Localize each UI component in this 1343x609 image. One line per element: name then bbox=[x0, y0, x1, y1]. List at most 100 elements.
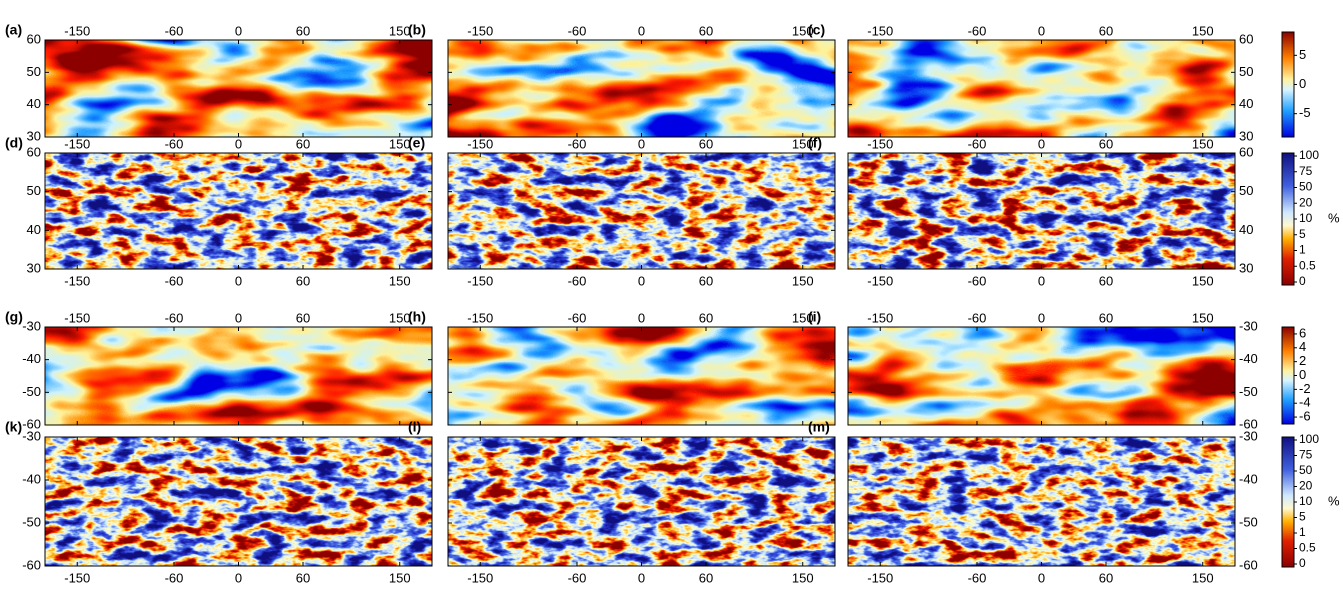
field bbox=[448, 437, 835, 566]
x-tick-label: 0 bbox=[638, 23, 645, 38]
y-tick-label: 30 bbox=[27, 260, 41, 275]
field bbox=[45, 153, 432, 269]
y-tick-label: 40 bbox=[1239, 96, 1253, 111]
colorbar-tick-label: 20 bbox=[1299, 479, 1313, 493]
x-tick-label: 0 bbox=[235, 136, 242, 151]
x-tick-label: -150 bbox=[64, 310, 90, 325]
x-tick-label: 60 bbox=[699, 310, 713, 325]
x-tick-label: 60 bbox=[1099, 23, 1113, 38]
colorbar-tick-label: 0 bbox=[1299, 556, 1306, 570]
x-tick-label: 150 bbox=[792, 273, 814, 288]
y-tick-label: -50 bbox=[1239, 514, 1258, 529]
y-tick-label: 50 bbox=[1239, 183, 1253, 198]
colorbar bbox=[1281, 436, 1295, 568]
x-tick-label: -60 bbox=[568, 310, 587, 325]
y-tick-label: 30 bbox=[1239, 128, 1253, 143]
y-tick-label: 30 bbox=[1239, 260, 1253, 275]
x-tick-label: -150 bbox=[467, 310, 493, 325]
x-tick-label: -150 bbox=[64, 273, 90, 288]
colorbar-tick-label: 0 bbox=[1299, 274, 1306, 288]
x-tick-label: 150 bbox=[792, 136, 814, 151]
field bbox=[848, 327, 1235, 425]
y-tick-label: -60 bbox=[1239, 416, 1258, 431]
y-tick-label: 50 bbox=[27, 64, 41, 79]
colorbar-tick-label: 4 bbox=[1299, 339, 1306, 354]
x-tick-label: 150 bbox=[389, 310, 411, 325]
x-tick-label: 0 bbox=[638, 273, 645, 288]
x-tick-label: 60 bbox=[699, 136, 713, 151]
colorbar-tick-label: 0 bbox=[1299, 367, 1306, 382]
colorbar-tick-label: 100 bbox=[1299, 148, 1319, 162]
x-tick-label: 0 bbox=[638, 136, 645, 151]
x-tick-label: -150 bbox=[867, 273, 893, 288]
x-tick-label: 0 bbox=[1038, 136, 1045, 151]
x-tick-label: -60 bbox=[968, 310, 987, 325]
colorbar-tick-label: 2 bbox=[1299, 353, 1306, 368]
colorbar-tick-label: -2 bbox=[1299, 381, 1311, 396]
colorbar-tick-label: 10 bbox=[1299, 494, 1313, 508]
x-tick-label: 0 bbox=[235, 23, 242, 38]
y-tick-label: 30 bbox=[27, 128, 41, 143]
x-tick-label: -60 bbox=[165, 310, 184, 325]
x-tick-label: 60 bbox=[296, 23, 310, 38]
field bbox=[848, 40, 1235, 137]
x-tick-label: -60 bbox=[165, 273, 184, 288]
x-tick-label: 150 bbox=[1192, 23, 1214, 38]
x-tick-label: 0 bbox=[638, 570, 645, 585]
y-tick-label: -50 bbox=[1239, 384, 1258, 399]
y-tick-label: -30 bbox=[1239, 428, 1258, 443]
y-tick-label: -40 bbox=[1239, 351, 1258, 366]
field bbox=[448, 153, 835, 269]
panel-label: (g) bbox=[5, 309, 23, 325]
y-tick-label: 60 bbox=[1239, 144, 1253, 159]
x-tick-label: 150 bbox=[792, 23, 814, 38]
y-tick-label: 40 bbox=[27, 96, 41, 111]
x-tick-label: -60 bbox=[568, 23, 587, 38]
x-tick-label: 60 bbox=[296, 136, 310, 151]
x-tick-label: 60 bbox=[296, 310, 310, 325]
x-tick-label: 60 bbox=[296, 273, 310, 288]
x-tick-label: 60 bbox=[1099, 570, 1113, 585]
x-tick-label: -150 bbox=[867, 136, 893, 151]
y-tick-label: 40 bbox=[1239, 222, 1253, 237]
panel-label: (i) bbox=[808, 309, 821, 325]
field bbox=[848, 437, 1235, 566]
x-tick-label: 150 bbox=[389, 136, 411, 151]
panel-label: (a) bbox=[5, 22, 22, 38]
x-tick-label: 150 bbox=[1192, 273, 1214, 288]
x-tick-label: -60 bbox=[968, 273, 987, 288]
colorbar-tick-label: 5 bbox=[1299, 510, 1306, 524]
panel-label: (e) bbox=[408, 135, 425, 151]
x-tick-label: 0 bbox=[1038, 570, 1045, 585]
x-tick-label: -60 bbox=[968, 570, 987, 585]
x-tick-label: 0 bbox=[1038, 273, 1045, 288]
x-tick-label: 0 bbox=[235, 570, 242, 585]
x-tick-label: 0 bbox=[235, 273, 242, 288]
panel-label: (k) bbox=[5, 419, 22, 435]
x-tick-label: -60 bbox=[968, 136, 987, 151]
y-tick-label: -30 bbox=[22, 318, 41, 333]
x-tick-label: -150 bbox=[467, 23, 493, 38]
x-tick-label: 60 bbox=[1099, 273, 1113, 288]
colorbar-tick-label: 5 bbox=[1299, 47, 1306, 62]
colorbar-tick-label: 75 bbox=[1299, 164, 1313, 178]
colorbar-tick-label: 0.5 bbox=[1299, 541, 1316, 555]
x-tick-label: -150 bbox=[64, 570, 90, 585]
x-tick-label: -60 bbox=[165, 23, 184, 38]
x-tick-label: -150 bbox=[867, 310, 893, 325]
y-tick-label: 60 bbox=[27, 144, 41, 159]
x-tick-label: -150 bbox=[467, 570, 493, 585]
colorbar-tick-label: -4 bbox=[1299, 395, 1311, 410]
x-tick-label: -150 bbox=[867, 23, 893, 38]
panel-label: (b) bbox=[408, 22, 426, 38]
field bbox=[448, 327, 835, 425]
field bbox=[848, 153, 1235, 269]
colorbar-tick-label: 0.5 bbox=[1299, 258, 1316, 272]
colorbar-tick-label: -6 bbox=[1299, 409, 1311, 424]
colorbar bbox=[1281, 326, 1295, 425]
x-tick-label: 150 bbox=[1192, 310, 1214, 325]
panel-label: (h) bbox=[408, 309, 426, 325]
y-tick-label: -60 bbox=[1239, 557, 1258, 572]
panel-label: (l) bbox=[408, 419, 421, 435]
